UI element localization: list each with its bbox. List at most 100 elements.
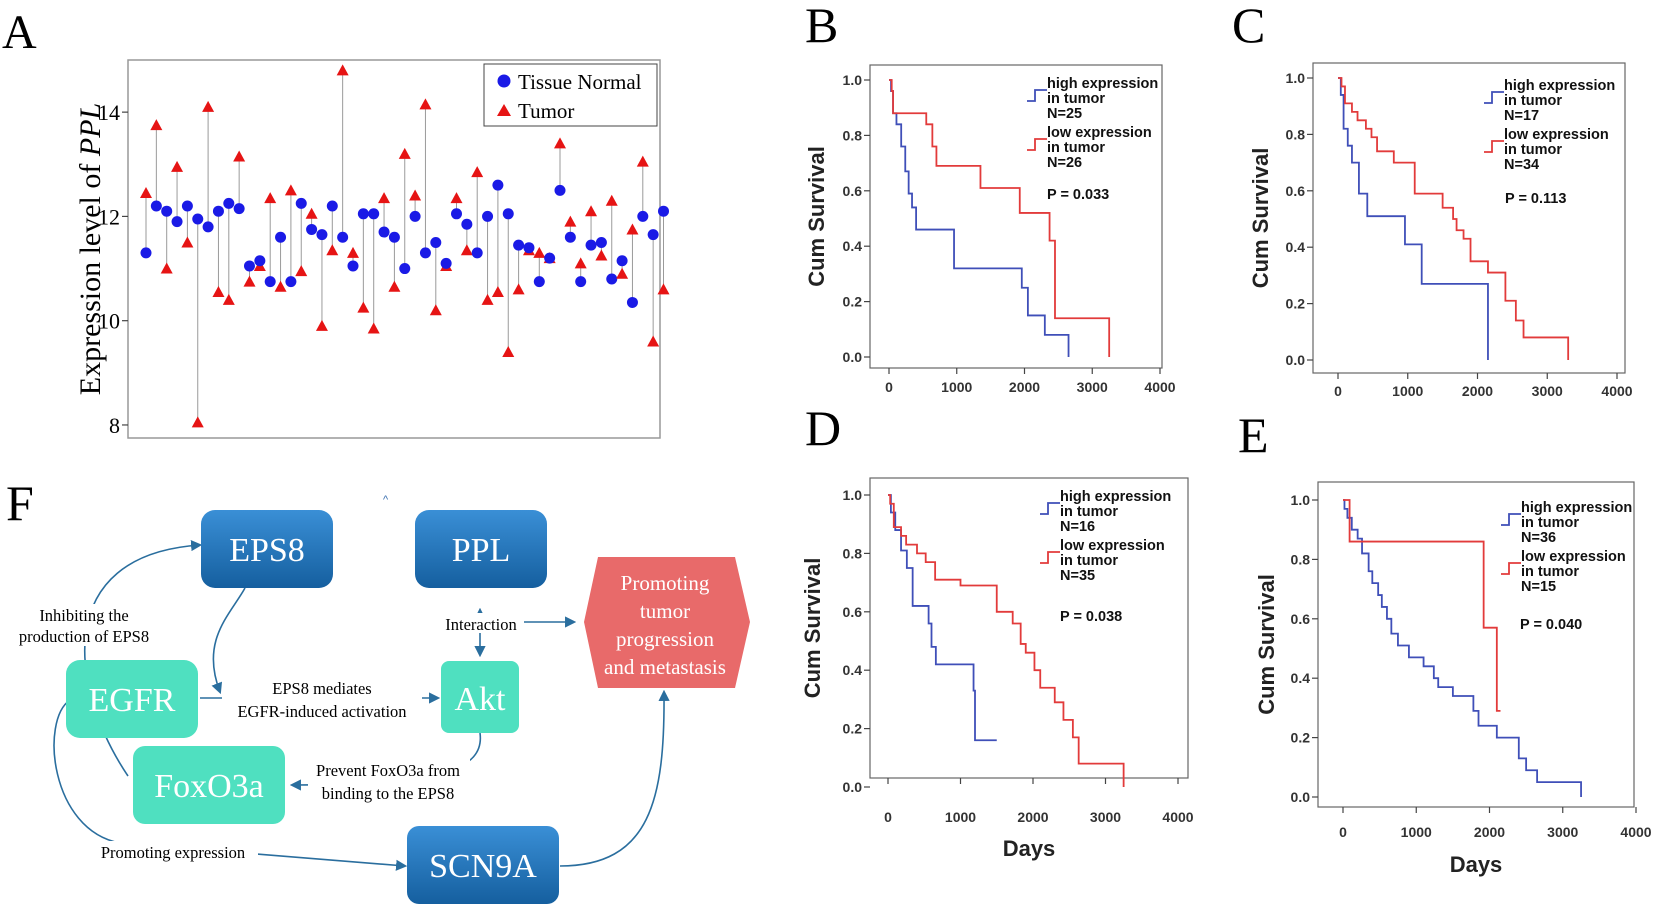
normal-point — [430, 236, 442, 248]
label-bg-interaction — [438, 613, 524, 633]
label-bg-inhibit — [6, 604, 172, 646]
chart-d-legend-swatch — [1040, 551, 1060, 564]
chart-a-ytick-label: 8 — [109, 413, 120, 438]
chart-c-y-axis-label: Cum Survival — [1248, 148, 1273, 289]
chart-c-legend-line1: low expression — [1504, 127, 1609, 143]
chart-a-ytick-label: 14 — [98, 100, 120, 125]
tumor-point — [264, 192, 277, 204]
normal-point — [575, 276, 587, 288]
chart-c-legend-swatch — [1484, 140, 1504, 153]
chart-a-y-axis-label: Expression level of PPL — [74, 103, 107, 395]
chart-b-legend-n: N=26 — [1047, 155, 1082, 171]
chart-a: 8 10 12 14 Expression level of PPL Tissue N… — [74, 59, 670, 439]
tumor-point — [284, 184, 297, 196]
chart-e-legend-line2: in tumor — [1521, 515, 1579, 531]
chart-c-legend-n: N=17 — [1504, 108, 1539, 124]
normal-point — [523, 242, 535, 254]
normal-point — [264, 276, 276, 288]
chart-e-ytick-label: 0.2 — [1291, 730, 1311, 746]
chart-d-xtick-label: 1000 — [945, 809, 976, 825]
tumor-point — [305, 207, 318, 219]
normal-point — [316, 229, 328, 241]
node-scn9a-label: SCN9A — [429, 848, 537, 885]
chart-b-legend-swatch — [1027, 89, 1047, 102]
chart-a-ytick-label: 10 — [98, 309, 120, 334]
arrow-scn9a-to-outcome — [559, 689, 670, 867]
arrow-egfr-to-scn9a — [53, 699, 408, 871]
chart-e-curve-low — [1343, 499, 1501, 712]
chart-d-curve-low — [888, 494, 1125, 787]
node-foxo3a: FoxO3a — [133, 746, 285, 824]
normal-point — [378, 226, 390, 238]
tumor-point — [243, 275, 256, 287]
normal-point — [275, 231, 287, 243]
panel-label-a: A — [2, 6, 37, 59]
normal-point — [564, 231, 576, 243]
chart-c-legend-line1: high expression — [1504, 78, 1615, 94]
tumor-point — [171, 160, 184, 172]
chart-b-curve-high — [889, 79, 1070, 357]
node-outcome: Promoting tumor progression and metastas… — [584, 557, 750, 688]
tumor-point — [533, 246, 546, 258]
node-foxo3a-box — [133, 746, 285, 824]
normal-point — [554, 184, 566, 196]
label-bg-prevent — [308, 757, 470, 803]
label-eps8-mediates-line1: EPS8 mediates — [272, 679, 371, 698]
normal-point — [337, 231, 349, 243]
node-outcome-line2: tumor — [640, 599, 690, 623]
chart-c-curve-low — [1338, 77, 1570, 360]
legend-normal-marker — [497, 74, 511, 88]
tumor-point — [336, 64, 349, 76]
chart-b-xtick-label: 3000 — [1077, 379, 1108, 395]
normal-point — [606, 273, 618, 285]
normal-point — [244, 260, 255, 272]
tumor-point — [181, 236, 194, 248]
node-ppl: PPL — [415, 510, 547, 588]
chart-b-ytick-label: 0.2 — [843, 294, 863, 310]
node-akt-label: Akt — [455, 681, 507, 718]
chart-e-legend-line1: high expression — [1521, 500, 1632, 516]
normal-point — [637, 210, 649, 222]
chart-e-y-axis-label: Cum Survival — [1254, 574, 1279, 715]
chart-d-legend-line1: high expression — [1060, 489, 1171, 505]
tumor-point — [554, 137, 566, 149]
tumor-point — [429, 304, 442, 316]
chart-c-xtick-label: 1000 — [1392, 383, 1423, 399]
tumor-point — [398, 147, 411, 159]
chart-a-frame — [127, 59, 661, 439]
normal-point — [368, 208, 380, 220]
tumor-point — [471, 166, 484, 178]
normal-point — [626, 296, 638, 308]
chart-b-ytick-label: 0.8 — [843, 127, 863, 143]
chart-c-xtick-label: 4000 — [1601, 383, 1632, 399]
label-bg-promoting — [88, 841, 258, 861]
node-akt-box — [441, 661, 519, 733]
node-scn9a: SCN9A — [407, 826, 559, 904]
chart-e-p-value: P = 0.040 — [1520, 617, 1582, 633]
chart-e-xtick-label: 4000 — [1620, 824, 1651, 840]
normal-point — [513, 239, 525, 251]
chart-b-curve-low — [889, 79, 1111, 357]
chart-e-ytick-label: 0.8 — [1291, 551, 1311, 567]
normal-point — [140, 247, 152, 259]
node-outcome-line3: progression — [616, 627, 714, 651]
label-bg-mediates — [222, 677, 422, 721]
chart-b-xtick-label: 2000 — [1009, 379, 1040, 395]
tumor-point — [585, 205, 598, 217]
normal-point — [419, 247, 431, 259]
chart-b-p-value: P = 0.033 — [1047, 187, 1109, 203]
chart-e-frame — [1317, 481, 1635, 808]
chart-d-p-value: P = 0.038 — [1060, 609, 1122, 625]
panel-label-f: F — [6, 475, 34, 531]
tumor-point — [367, 322, 380, 334]
chart-e: 0.0 0.2 0.4 0.6 0.8 1.0 0 1000 2000 3000 4000 Cum S… — [1254, 481, 1652, 877]
chart-e-ytick-label: 0.0 — [1291, 789, 1311, 805]
chart-c-xtick-label: 2000 — [1462, 383, 1493, 399]
tumor-point — [647, 335, 660, 347]
tumor-point — [140, 186, 152, 198]
tumor-point — [616, 267, 629, 279]
node-ppl-label: PPL — [452, 532, 511, 569]
tumor-point — [409, 189, 422, 201]
node-outcome-line1: Promoting — [621, 571, 710, 595]
chart-a-ytick-label: 12 — [98, 204, 120, 229]
